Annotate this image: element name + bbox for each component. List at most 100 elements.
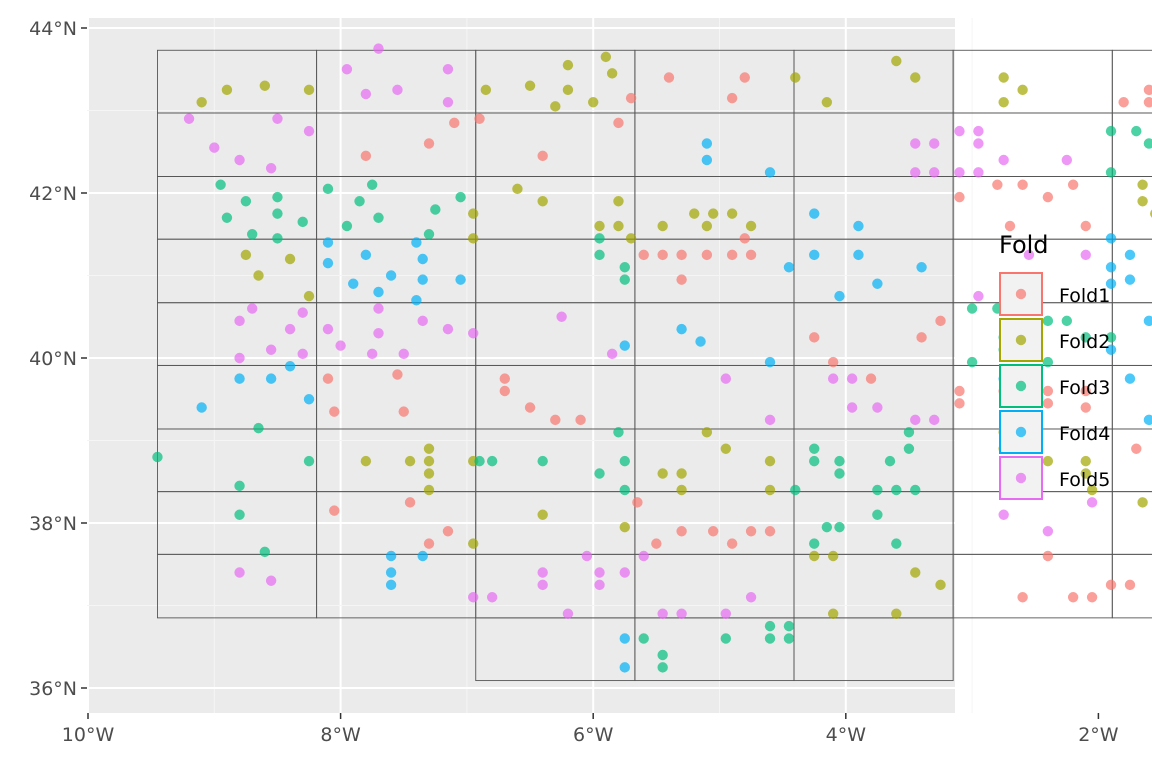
data-point <box>385 579 397 591</box>
data-point <box>297 348 308 360</box>
legend-label: Fold2 <box>1059 331 1110 353</box>
grid-cell <box>1111 302 1152 366</box>
data-point <box>764 620 776 632</box>
data-point <box>594 220 605 232</box>
data-point <box>284 253 296 265</box>
data-point <box>1137 196 1148 207</box>
data-point <box>726 208 738 219</box>
data-point <box>562 84 574 96</box>
data-point <box>809 550 820 562</box>
data-point <box>537 196 548 207</box>
legend: Fold Fold1 Fold2 Fold3 Fold4 Fold5 <box>999 231 1110 500</box>
legend-item-fold2: Fold2 <box>999 318 1110 362</box>
data-point <box>392 369 403 380</box>
data-point <box>1086 484 1098 496</box>
data-point <box>916 332 927 343</box>
data-point <box>594 233 605 244</box>
data-point <box>638 633 649 644</box>
data-point <box>1080 385 1091 397</box>
data-point <box>385 270 397 281</box>
data-point <box>638 249 649 261</box>
data-point <box>935 579 946 591</box>
data-point <box>726 249 738 261</box>
data-point <box>562 608 574 619</box>
data-point <box>834 521 845 533</box>
data-point <box>973 167 984 178</box>
data-point <box>973 138 984 149</box>
data-point <box>455 191 466 203</box>
data-point <box>196 97 207 108</box>
data-point <box>1105 344 1117 355</box>
data-point <box>739 72 750 83</box>
data-point <box>619 262 630 273</box>
data-point <box>562 59 574 71</box>
grid-cell <box>1111 49 1152 114</box>
data-point <box>954 125 965 137</box>
data-point <box>625 233 637 244</box>
data-point <box>1061 154 1073 166</box>
data-point <box>550 414 561 426</box>
data-point <box>265 373 277 384</box>
data-point <box>606 68 618 79</box>
data-point <box>322 237 334 248</box>
data-point <box>486 455 498 467</box>
data-point <box>423 468 435 479</box>
data-point <box>1042 550 1054 562</box>
data-point <box>373 303 384 314</box>
data-point <box>322 183 334 195</box>
data-point <box>973 125 984 137</box>
data-point <box>234 154 245 166</box>
legend-key-point <box>1015 334 1027 346</box>
data-point <box>872 278 883 289</box>
data-point <box>613 220 624 232</box>
data-point <box>1118 97 1129 108</box>
data-point <box>1042 315 1054 327</box>
data-point <box>613 427 624 438</box>
grid-cell <box>1111 238 1152 304</box>
data-point <box>486 592 498 603</box>
data-point <box>468 592 479 603</box>
data-point <box>701 220 713 232</box>
legend-key-point <box>1015 380 1027 392</box>
data-point <box>966 303 978 314</box>
data-point <box>720 633 732 644</box>
data-point <box>284 323 296 335</box>
legend-key-point <box>1015 288 1027 300</box>
data-point <box>366 179 378 190</box>
data-point <box>594 579 605 591</box>
data-point <box>676 274 687 285</box>
data-point <box>929 167 940 178</box>
data-point <box>1017 84 1028 96</box>
data-point <box>265 575 277 586</box>
data-point <box>1004 220 1016 232</box>
data-point <box>272 191 283 203</box>
data-point <box>1105 167 1117 178</box>
data-point <box>619 484 630 496</box>
data-point <box>745 220 757 232</box>
grid-cell <box>1111 364 1152 430</box>
data-point <box>385 567 397 578</box>
data-point <box>726 538 738 549</box>
data-point <box>1080 455 1091 467</box>
data-point <box>417 253 428 265</box>
data-point <box>1017 179 1028 190</box>
data-point <box>1143 84 1152 96</box>
data-point <box>910 567 921 578</box>
legend-key-point <box>1015 426 1027 438</box>
data-point <box>373 43 384 54</box>
data-point <box>998 72 1009 83</box>
data-point <box>297 307 308 318</box>
data-point <box>891 484 902 496</box>
data-point <box>537 455 548 467</box>
data-point <box>1042 526 1054 537</box>
data-point <box>853 249 864 261</box>
legend-label: Fold5 <box>1059 469 1110 491</box>
data-point <box>809 332 820 343</box>
data-point <box>1067 592 1079 603</box>
data-point <box>152 451 163 463</box>
data-point <box>676 484 687 496</box>
data-point <box>910 167 921 178</box>
data-point <box>272 113 283 124</box>
data-point <box>834 468 845 479</box>
data-point <box>1023 249 1035 261</box>
